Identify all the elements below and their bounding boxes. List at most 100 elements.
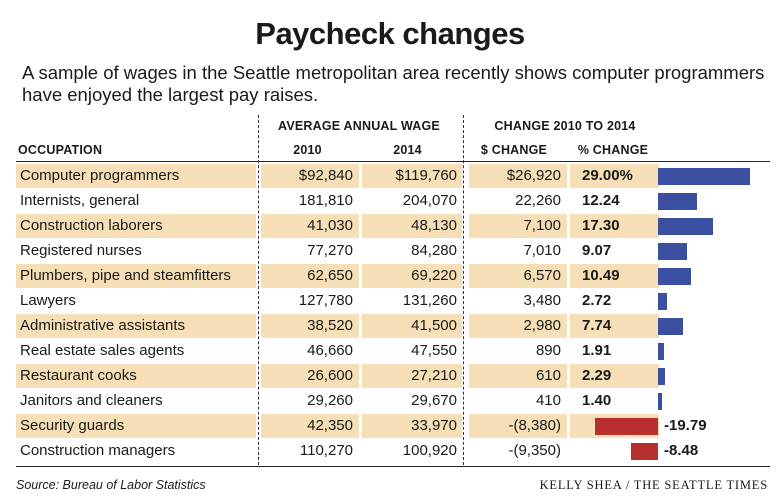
dollar-change-cell: 2,980 <box>523 317 561 334</box>
positive-bar <box>658 168 750 185</box>
wage-2010-cell: 181,810 <box>298 192 353 209</box>
table-row: Internists, general 181,810 204,070 22,260 1… <box>16 189 770 213</box>
wage-2014-cell: 41,500 <box>411 317 457 334</box>
pct-change-cell: -8.48 <box>664 442 699 459</box>
positive-bar <box>658 293 667 310</box>
dollar-change-cell: 410 <box>535 392 561 409</box>
row-stripe <box>362 264 462 288</box>
table-row: Construction managers 110,270 100,920 -(9,3… <box>16 439 770 463</box>
dollar-change-cell: 7,010 <box>523 242 561 259</box>
row-stripe <box>570 314 659 338</box>
positive-bar <box>658 218 713 235</box>
table-row: Computer programmers $92,840 $119,760 $26,9… <box>16 164 770 188</box>
occupation-cell: Real estate sales agents <box>20 342 185 359</box>
occupation-cell: Restaurant cooks <box>20 367 137 384</box>
wage-2010-cell: $92,840 <box>298 167 353 184</box>
wage-2014-cell: 33,970 <box>411 417 457 434</box>
year-2014-header: 2014 <box>393 143 422 157</box>
dollar-change-cell: 22,260 <box>515 192 561 209</box>
wage-2010-cell: 62,650 <box>307 267 353 284</box>
wage-2010-cell: 46,660 <box>307 342 353 359</box>
row-stripe <box>570 214 659 238</box>
row-stripe <box>16 164 256 188</box>
change-header: CHANGE 2010 TO 2014 <box>494 119 636 133</box>
occupation-cell: Construction managers <box>20 442 176 459</box>
row-stripe <box>469 264 567 288</box>
pct-change-cell: 17.30 <box>582 217 620 234</box>
pct-change-cell: 29.00% <box>582 167 633 184</box>
wage-2014-cell: 204,070 <box>402 192 457 209</box>
wage-2010-cell: 77,270 <box>307 242 353 259</box>
positive-bar <box>658 243 687 260</box>
occupation-cell: Construction laborers <box>20 217 163 234</box>
column-divider <box>258 115 259 465</box>
wage-2014-cell: $119,760 <box>395 167 457 184</box>
row-stripe <box>469 364 567 388</box>
table-row: Real estate sales agents 46,660 47,550 890 1… <box>16 339 770 363</box>
occupation-cell: Janitors and cleaners <box>20 392 163 409</box>
row-stripe <box>362 414 462 438</box>
wage-2010-cell: 110,270 <box>299 442 353 459</box>
row-stripe <box>362 214 462 238</box>
table-row: Janitors and cleaners 29,260 29,670 410 1.40 <box>16 389 770 413</box>
row-stripe <box>261 164 359 188</box>
column-divider <box>463 115 464 465</box>
year-2010-header: 2010 <box>293 143 322 157</box>
row-stripe <box>261 214 359 238</box>
wage-2010-cell: 38,520 <box>307 317 353 334</box>
pct-change-cell: -19.79 <box>664 417 707 434</box>
row-stripe <box>362 364 462 388</box>
table-row: Registered nurses 77,270 84,280 7,010 9.07 <box>16 239 770 263</box>
row-stripe <box>469 314 567 338</box>
table-row: Plumbers, pipe and steamfitters 62,650 69,… <box>16 264 770 288</box>
dollar-change-cell: -(9,350) <box>508 442 561 459</box>
positive-bar <box>658 393 663 410</box>
row-stripe <box>570 164 659 188</box>
wage-2014-cell: 27,210 <box>411 367 457 384</box>
occupation-cell: Internists, general <box>20 192 140 209</box>
wage-2014-cell: 48,130 <box>411 217 457 234</box>
pct-change-cell: 1.40 <box>582 392 612 409</box>
dollar-change-cell: 890 <box>535 342 561 359</box>
row-stripe <box>261 264 359 288</box>
pct-change-cell: 1.91 <box>582 342 612 359</box>
table-row: Restaurant cooks 26,600 27,210 610 2.29 <box>16 364 770 388</box>
wage-2010-cell: 29,260 <box>307 392 353 409</box>
negative-bar <box>595 418 658 435</box>
pct-change-cell: 2.29 <box>582 367 612 384</box>
wage-2010-cell: 127,780 <box>298 292 353 309</box>
positive-bar <box>658 268 692 285</box>
positive-bar <box>658 193 697 210</box>
wage-2014-cell: 131,260 <box>402 292 457 309</box>
occupation-cell: Plumbers, pipe and steamfitters <box>20 267 231 284</box>
header-rule <box>16 161 770 162</box>
row-stripe <box>16 364 256 388</box>
row-stripe <box>16 314 256 338</box>
pct-change-cell: 10.49 <box>582 267 620 284</box>
dollar-change-cell: -(8,380) <box>508 417 561 434</box>
row-stripe <box>261 364 359 388</box>
dollar-change-cell: 7,100 <box>523 217 561 234</box>
row-stripe <box>16 214 256 238</box>
dollar-change-cell: $26,920 <box>506 167 561 184</box>
dollar-change-cell: 610 <box>535 367 561 384</box>
negative-bar <box>631 443 658 460</box>
wage-2014-cell: 69,220 <box>411 267 457 284</box>
occupation-cell: Lawyers <box>20 292 76 309</box>
table-row: Security guards 42,350 33,970 -(8,380) -19.7… <box>16 414 770 438</box>
row-stripe <box>362 164 462 188</box>
occupation-cell: Registered nurses <box>20 242 142 259</box>
chart-subtitle: A sample of wages in the Seattle metropo… <box>22 62 765 105</box>
pct-change-cell: 2.72 <box>582 292 612 309</box>
row-stripe <box>469 164 567 188</box>
table-row: Construction laborers 41,030 48,130 7,100 17… <box>16 214 770 238</box>
dollar-change-cell: 3,480 <box>523 292 561 309</box>
row-stripe <box>469 214 567 238</box>
row-stripe <box>261 414 359 438</box>
wage-2014-cell: 100,920 <box>402 442 457 459</box>
occupation-header: OCCUPATION <box>18 143 103 157</box>
row-stripe <box>261 314 359 338</box>
positive-bar <box>658 318 683 335</box>
pct-change-cell: 12.24 <box>582 192 620 209</box>
wage-2010-cell: 42,350 <box>307 417 353 434</box>
